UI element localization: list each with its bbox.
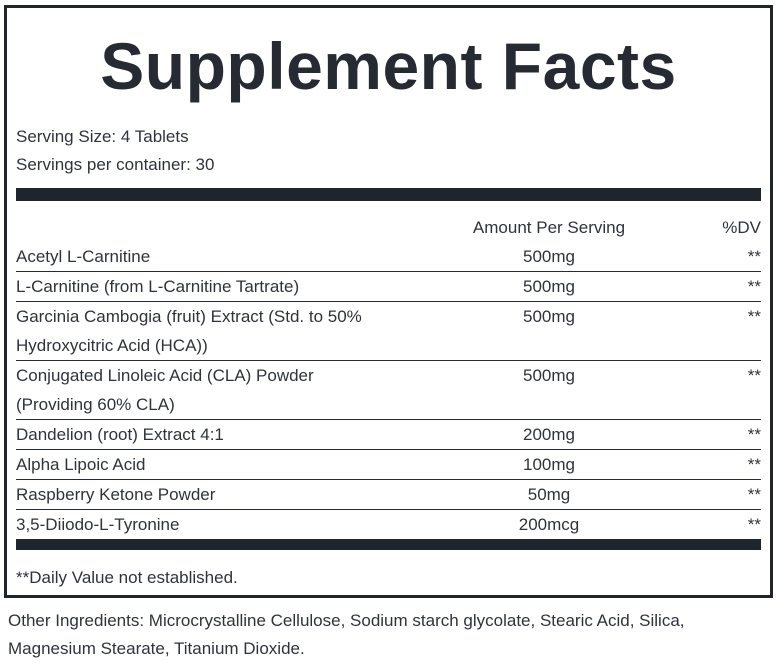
- divider-bar-top: [16, 188, 761, 201]
- ingredient-name-line: Acetyl L-Carnitine: [16, 247, 151, 266]
- ingredient-name-line: Raspberry Ketone Powder: [16, 485, 216, 504]
- header-spacer: [16, 213, 424, 242]
- other-ingredients-text: Other Ingredients: Microcrystalline Cell…: [8, 611, 685, 658]
- ingredient-name: 3,5-Diiodo-L-Tyronine: [16, 510, 424, 539]
- ingredient-name: Garcinia Cambogia (fruit) Extract (Std. …: [16, 302, 424, 360]
- ingredient-dv: **: [747, 366, 761, 385]
- servings-per-container-text: Servings per container: 30: [16, 155, 215, 174]
- ingredient-dv: **: [747, 455, 761, 474]
- amount-per-serving-header: Amount Per Serving: [472, 218, 626, 237]
- ingredient-name: Alpha Lipoic Acid: [16, 450, 424, 479]
- ingredient-name: Raspberry Ketone Powder: [16, 480, 424, 509]
- divider-bar-bottom: [16, 539, 761, 550]
- table-row: L-Carnitine (from L-Carnitine Tartrate) …: [16, 272, 761, 302]
- ingredient-name-line: 3,5-Diiodo-L-Tyronine: [16, 515, 180, 534]
- supplement-facts-panel: Supplement Facts Serving Size: 4 Tablets…: [4, 5, 773, 598]
- serving-size-text: Serving Size: 4 Tablets: [16, 127, 189, 146]
- ingredient-amount: 500mg: [523, 307, 575, 326]
- ingredient-name-line: Alpha Lipoic Acid: [16, 455, 146, 474]
- serving-info: Serving Size: 4 Tablets Servings per con…: [7, 123, 770, 179]
- ingredient-name-line: Garcinia Cambogia (fruit) Extract (Std. …: [16, 307, 362, 326]
- ingredient-dv: **: [747, 247, 761, 266]
- ingredient-name-line: (Providing 60% CLA): [16, 395, 175, 414]
- ingredient-dv: **: [747, 307, 761, 326]
- table-body: Acetyl L-Carnitine 500mg ** L-Carnitine …: [16, 242, 761, 539]
- table-row: Dandelion (root) Extract 4:1 200mg **: [16, 420, 761, 450]
- ingredient-name-line: L-Carnitine (from L-Carnitine Tartrate): [16, 277, 300, 296]
- ingredient-name: Acetyl L-Carnitine: [16, 242, 424, 271]
- daily-value-footnote: **Daily Value not established.: [16, 568, 238, 587]
- ingredient-name: Conjugated Linoleic Acid (CLA) Powder (Pr…: [16, 361, 424, 419]
- ingredient-table: Amount Per Serving %DV Acetyl L-Carnitin…: [16, 201, 761, 539]
- ingredient-name-line: Hydroxycitric Acid (HCA)): [16, 336, 208, 355]
- ingredient-amount: 50mg: [527, 485, 571, 504]
- ingredient-amount: 500mg: [523, 277, 575, 296]
- table-row: Alpha Lipoic Acid 100mg **: [16, 450, 761, 480]
- ingredient-name-line: Conjugated Linoleic Acid (CLA) Powder: [16, 366, 314, 385]
- ingredient-dv: **: [747, 515, 761, 534]
- ingredient-amount: 500mg: [523, 366, 575, 385]
- panel-title: Supplement Facts: [100, 28, 677, 103]
- ingredient-amount: 100mg: [523, 455, 575, 474]
- dv-header: %DV: [722, 218, 761, 237]
- table-row: Acetyl L-Carnitine 500mg **: [16, 242, 761, 272]
- ingredient-name-line: Dandelion (root) Extract 4:1: [16, 425, 224, 444]
- ingredient-name: Dandelion (root) Extract 4:1: [16, 420, 424, 449]
- ingredient-name: L-Carnitine (from L-Carnitine Tartrate): [16, 272, 424, 301]
- ingredient-amount: 200mg: [523, 425, 575, 444]
- ingredient-amount: 200mcg: [518, 515, 580, 534]
- panel-header: Supplement Facts: [7, 8, 770, 123]
- table-row: Conjugated Linoleic Acid (CLA) Powder (Pr…: [16, 361, 761, 420]
- ingredient-dv: **: [747, 485, 761, 504]
- table-row: Raspberry Ketone Powder 50mg **: [16, 480, 761, 510]
- table-row: Garcinia Cambogia (fruit) Extract (Std. …: [16, 302, 761, 361]
- table-header-row: Amount Per Serving %DV: [16, 201, 761, 242]
- ingredient-dv: **: [747, 277, 761, 296]
- ingredient-dv: **: [747, 425, 761, 444]
- ingredient-amount: 500mg: [523, 247, 575, 266]
- table-row: 3,5-Diiodo-L-Tyronine 200mcg **: [16, 510, 761, 539]
